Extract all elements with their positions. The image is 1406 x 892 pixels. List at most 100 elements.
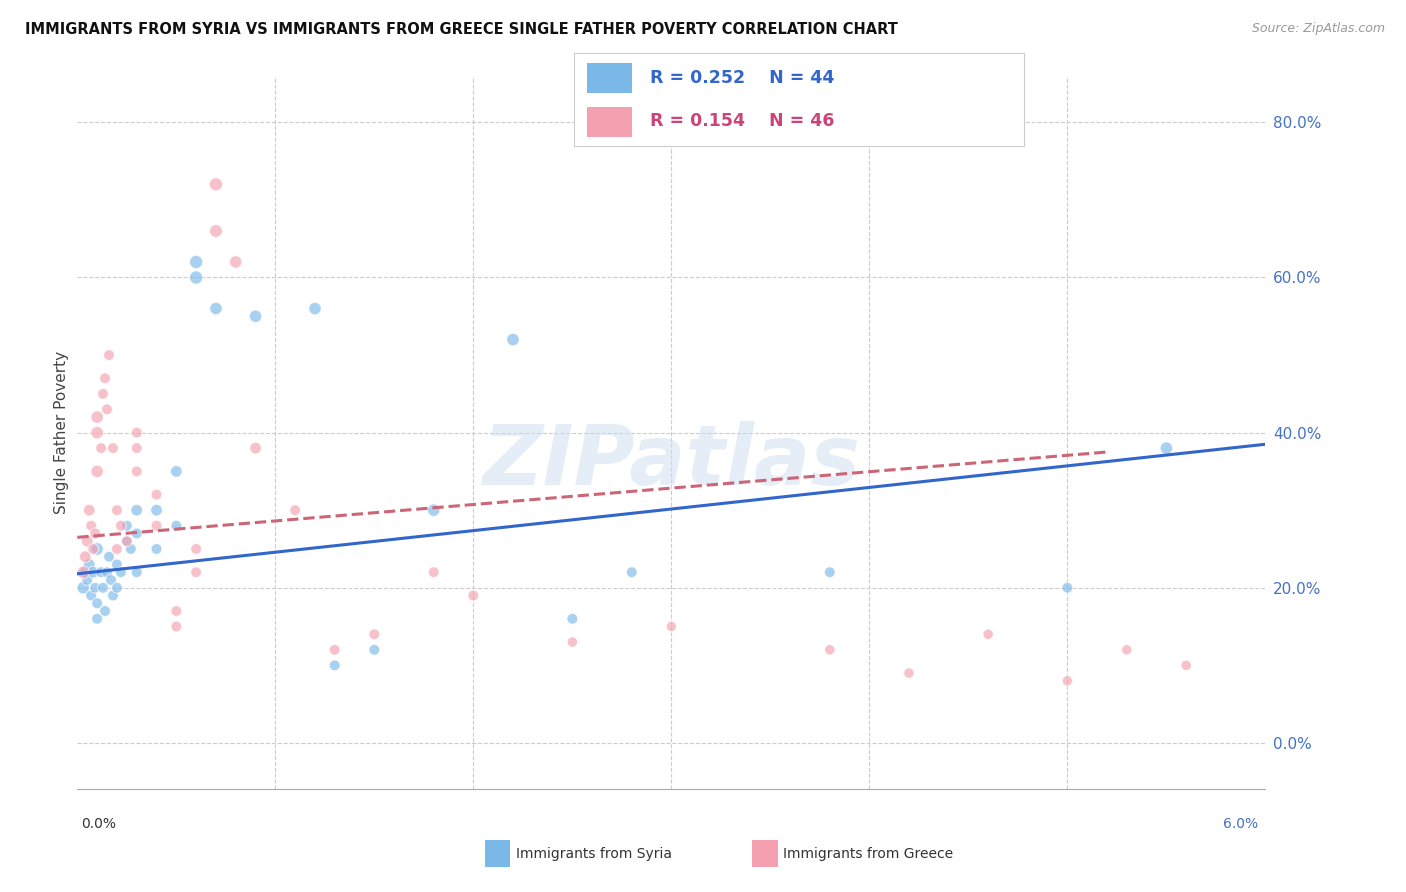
Point	[91, 387, 114, 401]
Point	[101, 441, 124, 455]
Text: R = 0.252    N = 44: R = 0.252 N = 44	[650, 69, 835, 87]
Point	[94, 604, 117, 618]
Point	[125, 441, 148, 455]
Y-axis label: Single Father Poverty: Single Father Poverty	[53, 351, 69, 514]
Point	[304, 301, 326, 316]
Point	[100, 573, 122, 587]
Point	[245, 310, 267, 324]
Point	[125, 464, 148, 478]
Point	[323, 658, 346, 673]
Point	[98, 348, 121, 362]
Point	[620, 566, 643, 580]
Point	[76, 573, 98, 587]
Point	[1175, 658, 1198, 673]
Point	[186, 566, 208, 580]
Point	[115, 518, 138, 533]
Point	[186, 255, 208, 269]
Bar	[588, 63, 633, 93]
Point	[94, 371, 117, 385]
Point	[561, 635, 583, 649]
Point	[125, 425, 148, 440]
Point	[105, 558, 128, 572]
Point	[165, 464, 187, 478]
Point	[225, 255, 247, 269]
Point	[145, 541, 167, 556]
Point	[82, 566, 104, 580]
Point	[86, 596, 108, 610]
Point	[363, 642, 385, 657]
Text: Immigrants from Syria: Immigrants from Syria	[516, 847, 672, 861]
Point	[80, 589, 103, 603]
Point	[502, 333, 524, 347]
Point	[72, 581, 94, 595]
Point	[145, 488, 167, 502]
Point	[82, 541, 104, 556]
Point	[105, 581, 128, 595]
Point	[101, 589, 124, 603]
Point	[86, 612, 108, 626]
Point	[1056, 581, 1078, 595]
Point	[818, 566, 841, 580]
Point	[561, 612, 583, 626]
Point	[86, 425, 108, 440]
Point	[77, 503, 100, 517]
Point	[145, 518, 167, 533]
Point	[1156, 441, 1178, 455]
Point	[115, 534, 138, 549]
Point	[284, 503, 307, 517]
Point	[145, 503, 167, 517]
Point	[115, 534, 138, 549]
Point	[90, 566, 112, 580]
Point	[463, 589, 485, 603]
Point	[105, 541, 128, 556]
Point	[423, 503, 446, 517]
Point	[125, 526, 148, 541]
Text: 0.0%: 0.0%	[82, 817, 117, 830]
Point	[110, 566, 132, 580]
Point	[323, 642, 346, 657]
Point	[898, 666, 921, 681]
Point	[86, 410, 108, 425]
Point	[205, 301, 228, 316]
Point	[86, 464, 108, 478]
Point	[1115, 642, 1137, 657]
Point	[165, 619, 187, 633]
Point	[96, 566, 118, 580]
Text: ZIPatlas: ZIPatlas	[482, 421, 860, 501]
Point	[110, 518, 132, 533]
Point	[423, 566, 446, 580]
Text: Immigrants from Greece: Immigrants from Greece	[783, 847, 953, 861]
Point	[661, 619, 683, 633]
Point	[90, 441, 112, 455]
Point	[165, 604, 187, 618]
Point	[818, 642, 841, 657]
Text: IMMIGRANTS FROM SYRIA VS IMMIGRANTS FROM GREECE SINGLE FATHER POVERTY CORRELATIO: IMMIGRANTS FROM SYRIA VS IMMIGRANTS FROM…	[25, 22, 898, 37]
Point	[245, 441, 267, 455]
Point	[120, 541, 142, 556]
Point	[98, 549, 121, 564]
Point	[86, 541, 108, 556]
Point	[205, 178, 228, 192]
Point	[84, 581, 107, 595]
Point	[84, 526, 107, 541]
Point	[72, 566, 94, 580]
Point	[977, 627, 1000, 641]
Point	[76, 534, 98, 549]
Point	[105, 503, 128, 517]
Point	[125, 503, 148, 517]
Point	[80, 518, 103, 533]
Point	[125, 566, 148, 580]
Text: R = 0.154    N = 46: R = 0.154 N = 46	[650, 112, 835, 130]
Point	[165, 518, 187, 533]
Text: 6.0%: 6.0%	[1223, 817, 1258, 830]
Point	[75, 566, 97, 580]
Point	[75, 549, 97, 564]
Point	[363, 627, 385, 641]
Bar	[588, 107, 633, 137]
Point	[186, 270, 208, 285]
Point	[91, 581, 114, 595]
Point	[186, 541, 208, 556]
Text: Source: ZipAtlas.com: Source: ZipAtlas.com	[1251, 22, 1385, 36]
Point	[77, 558, 100, 572]
Point	[205, 224, 228, 238]
